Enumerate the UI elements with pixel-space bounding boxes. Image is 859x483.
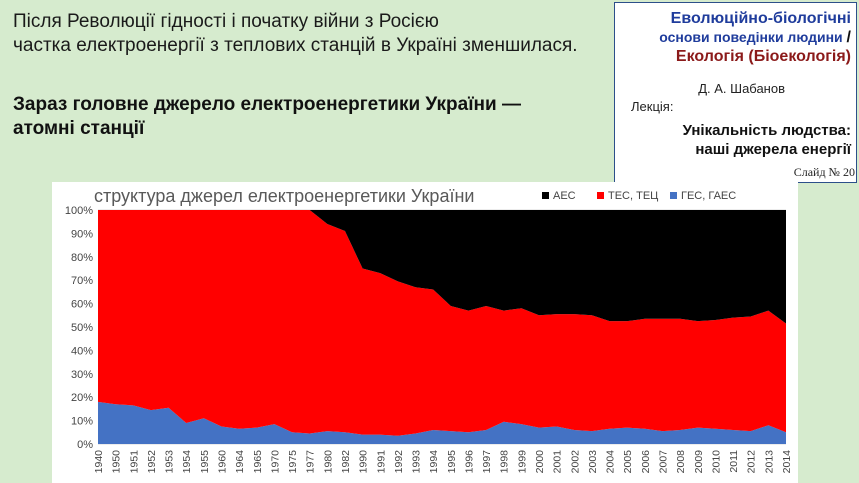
y-tick-label: 100% <box>65 205 93 217</box>
course-info-box: Еволюційно-біологічні основи поведінки л… <box>614 2 857 183</box>
x-tick-label: 2003 <box>587 450 599 474</box>
legend-swatch <box>670 192 677 199</box>
y-tick-label: 40% <box>71 345 93 357</box>
x-tick-label: 2013 <box>763 450 775 474</box>
lecture-label: Лекція: <box>631 99 674 114</box>
tes-series-area <box>98 210 786 436</box>
course-title-line-2: основи поведінки людини / <box>615 28 851 47</box>
chart-legend: АЕС ТЕС, ТЕЦ ГЕС, ГАЕС <box>542 190 736 202</box>
x-tick-label: 1990 <box>358 450 370 474</box>
x-tick-label: 2006 <box>640 450 652 474</box>
slide-number: Слайд № 20 <box>793 165 855 179</box>
x-tick-label: 2011 <box>728 450 740 473</box>
y-tick-label: 70% <box>71 275 93 287</box>
x-tick-label: 2007 <box>658 450 670 474</box>
intro-line-2: частка електроенергії з теплових станцій… <box>13 35 578 56</box>
x-tick-label: 2009 <box>693 450 705 474</box>
y-tick-label: 90% <box>71 228 93 240</box>
x-tick-label: 1970 <box>269 450 281 474</box>
legend-label: ТЕС, ТЕЦ <box>608 190 658 202</box>
y-tick-label: 60% <box>71 299 93 311</box>
x-tick-label: 1952 <box>146 450 158 474</box>
x-tick-label: 2000 <box>534 450 546 474</box>
x-tick-label: 1965 <box>252 450 264 474</box>
legend-swatch <box>597 192 604 199</box>
x-tick-label: 1980 <box>322 450 334 474</box>
x-tick-label: 1994 <box>428 450 440 474</box>
x-tick-label: 2004 <box>605 450 617 474</box>
x-tick-label: 2012 <box>746 450 758 474</box>
x-tick-label: 2010 <box>710 450 722 474</box>
chart-y-axis: 0% 10% 20% 30% 40% 50% 60% 70% 80% 90% 100% <box>65 205 93 451</box>
x-tick-label: 1977 <box>305 450 317 474</box>
x-tick-label: 2014 <box>781 450 793 474</box>
main-point-line-2: атомні станції <box>13 118 145 139</box>
main-point-line-1: Зараз головне джерело електроенергетики … <box>13 94 521 115</box>
x-tick-label: 2005 <box>622 450 634 474</box>
x-tick-label: 1995 <box>446 450 458 474</box>
x-tick-label: 1993 <box>411 450 423 474</box>
energy-structure-chart: структура джерел електроенергетики Украї… <box>52 182 798 483</box>
x-tick-label: 1940 <box>93 450 105 474</box>
chart-title: структура джерел електроенергетики Украї… <box>94 186 474 206</box>
x-tick-label: 1991 <box>375 450 387 474</box>
x-tick-label: 1975 <box>287 450 299 474</box>
x-tick-label: 1997 <box>481 450 493 474</box>
course-title-line-1: Еволюційно-біологічні <box>670 10 851 27</box>
intro-text: Після Революції гідності і початку війни… <box>13 10 613 58</box>
x-tick-label: 1951 <box>128 450 140 474</box>
chart-svg: структура джерел електроенергетики Украї… <box>65 186 793 474</box>
legend-swatch <box>542 192 549 199</box>
lecture-title-line-1: Унікальність людства: <box>682 122 851 139</box>
author-name: Д. А. Шабанов <box>698 81 785 96</box>
y-tick-label: 0% <box>77 439 93 451</box>
x-tick-label: 1998 <box>499 450 511 474</box>
x-tick-label: 1953 <box>164 450 176 474</box>
lecture-title-line-2: наші джерела енергії <box>695 141 851 158</box>
course-title-separator: / <box>846 29 851 46</box>
x-tick-label: 1999 <box>516 450 528 474</box>
ges-series-area <box>98 401 786 444</box>
course-title: Еволюційно-біологічні основи поведінки л… <box>615 9 851 67</box>
x-tick-label: 1996 <box>463 450 475 474</box>
y-tick-label: 80% <box>71 252 93 264</box>
x-tick-label: 2002 <box>569 450 581 474</box>
lecture-title: Унікальність людства: наші джерела енерг… <box>615 121 851 159</box>
course-title-line-2-text: основи поведінки людини <box>659 29 843 45</box>
aes-series-area <box>98 210 786 324</box>
x-tick-label: 1964 <box>234 450 246 474</box>
course-title-line-3: Екологія (Біоекологія) <box>675 48 851 65</box>
y-tick-label: 50% <box>71 322 93 334</box>
legend-label: ГЕС, ГАЕС <box>681 190 736 202</box>
x-tick-label: 2008 <box>675 450 687 474</box>
x-tick-label: 1982 <box>340 450 352 474</box>
x-tick-label: 1954 <box>181 450 193 474</box>
y-tick-label: 20% <box>71 392 93 404</box>
x-tick-label: 1955 <box>199 450 211 474</box>
x-tick-label: 1960 <box>216 450 228 474</box>
x-tick-label: 1950 <box>111 450 123 474</box>
x-tick-label: 1992 <box>393 450 405 474</box>
main-point-text: Зараз головне джерело електроенергетики … <box>13 93 573 141</box>
legend-label: АЕС <box>553 190 576 202</box>
y-tick-label: 30% <box>71 369 93 381</box>
chart-x-axis: 1940 1950 1951 1952 1953 1954 1955 1960 1964 1965… <box>93 450 793 474</box>
x-tick-label: 2001 <box>552 450 564 474</box>
y-tick-label: 10% <box>71 416 93 428</box>
intro-line-1: Після Революції гідності і початку війни… <box>13 11 439 32</box>
chart-areas <box>98 210 786 444</box>
